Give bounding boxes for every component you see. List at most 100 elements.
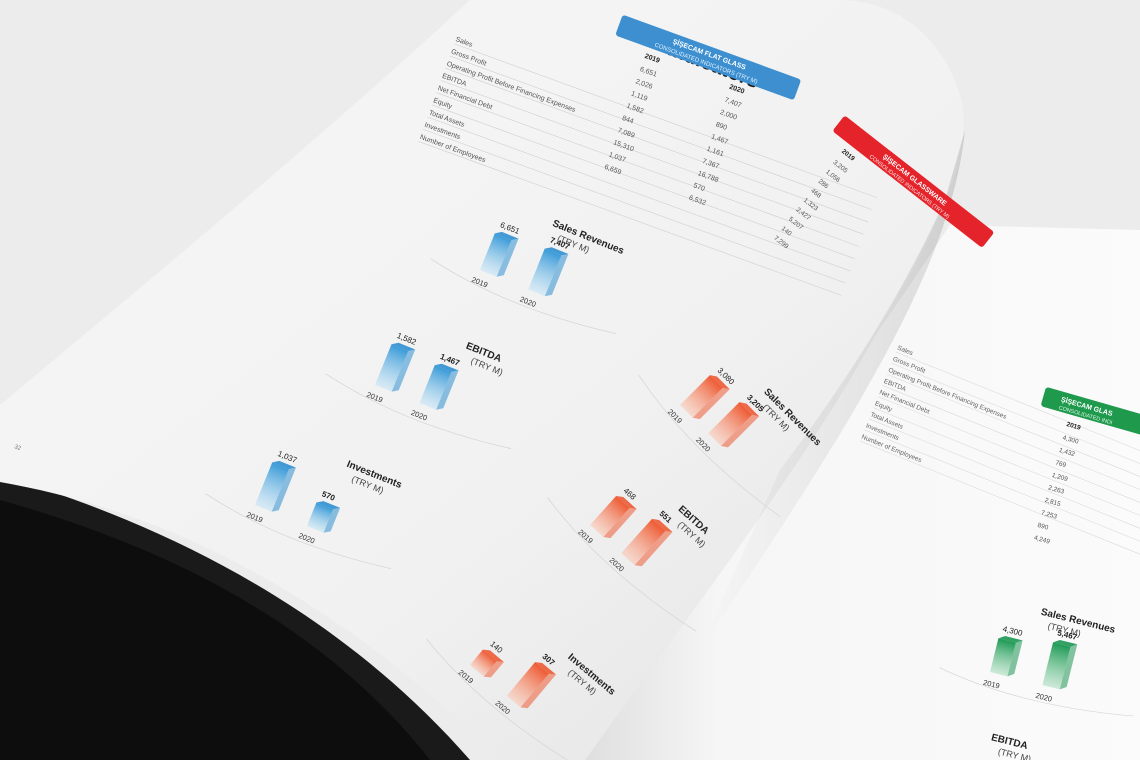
book-cover-shadow [0, 500, 430, 760]
chart-bar-side [520, 673, 557, 709]
chart-bar-front [990, 638, 1016, 677]
table-row-line [436, 92, 860, 247]
chart-bar [990, 635, 1023, 677]
chart-baseline [939, 667, 1134, 717]
chart-bar [680, 375, 730, 420]
table-row-line [418, 141, 842, 296]
chart-bar-front [506, 662, 549, 708]
chart-bar [1042, 639, 1078, 690]
chart-bar [708, 402, 760, 448]
right-table-row-line [891, 362, 1140, 486]
right-table-row-line [873, 407, 1140, 530]
chart-baseline [205, 493, 392, 569]
flat-glass-value-2020: 890 [715, 121, 728, 132]
chart-bar [528, 247, 569, 297]
chart-baseline [430, 258, 617, 334]
right-value-2019: 769 [1055, 459, 1068, 469]
right-table-row-line [864, 429, 1140, 552]
right-value-2019: 1,432 [1058, 447, 1076, 458]
right-value-2019: 7,253 [1040, 509, 1058, 520]
table-row-line [454, 43, 878, 198]
table-row-line [422, 128, 846, 284]
chart-baseline [426, 638, 580, 760]
chart-bar-side [483, 661, 504, 678]
chart-bar [589, 495, 637, 539]
right-page [580, 225, 1140, 760]
chart-baseline [547, 497, 697, 632]
chart-bar-side [692, 387, 730, 420]
right-table-row-line [886, 374, 1140, 497]
chart-bar [254, 460, 296, 512]
glass-badge-green [1041, 387, 1140, 436]
chart-bar-front [306, 502, 334, 533]
left-page [0, 0, 964, 760]
chart-year-label: 2019 [982, 678, 1000, 691]
right-value-2019: 4,300 [1062, 434, 1080, 445]
right-table-row-line [895, 351, 1140, 474]
chart-bar-front [680, 375, 723, 418]
chart-bar-top [391, 342, 416, 351]
chart-bar-side [323, 507, 341, 533]
chart-bar-front [589, 495, 630, 538]
chart-bar-front [469, 649, 497, 677]
right-value-2019: 4,249 [1033, 534, 1051, 545]
chart-bar [479, 231, 519, 277]
chart-bar-top [272, 460, 296, 470]
chart-bar-side [544, 253, 569, 297]
chart-bar-side [634, 530, 673, 567]
chart-bar [506, 662, 557, 709]
spine-shadow [700, 130, 965, 650]
chart-bar-front [419, 365, 452, 410]
chart-bar-top [482, 649, 504, 662]
page-number: 32 [13, 444, 22, 452]
chart-bar-top [494, 231, 519, 241]
chart-bar-side [1007, 640, 1023, 677]
table-row-line [449, 55, 873, 211]
right-value-2019: 890 [1037, 522, 1050, 532]
chart-bar-top [651, 518, 673, 533]
chart-bar [469, 649, 504, 678]
chart-bar-side [603, 508, 637, 539]
chart-bar-side [391, 349, 416, 392]
chart-bar-front [621, 518, 666, 566]
chart-bar-top [739, 402, 760, 417]
chart-bar-front [375, 344, 409, 392]
chart-bar [375, 342, 416, 392]
right-value-2019: 1,209 [1051, 472, 1069, 483]
table-row-line [445, 67, 869, 223]
table-row-line [440, 80, 864, 235]
table-row-line [427, 116, 851, 272]
chart-bar-top [709, 375, 730, 390]
chart-bar-top [316, 501, 341, 510]
glassware-header-badge [833, 116, 994, 247]
right-year-2019: 2019 [1066, 421, 1082, 432]
chart-baseline [325, 373, 512, 449]
chart-bar [621, 518, 673, 567]
chart-baseline [638, 375, 781, 518]
chart-bar-top [616, 495, 637, 510]
table-row-line [431, 104, 855, 259]
chart-bar-top [998, 635, 1023, 643]
flat-glass-header-badge [616, 15, 801, 100]
flat-glass-year-2019: 2019 [644, 53, 661, 65]
chart-bar-top [434, 363, 459, 372]
chart-bar [419, 363, 459, 410]
chart-bar-top [544, 247, 569, 256]
chart-bar-top [1053, 639, 1078, 647]
flat-glass-value-2020: 570 [692, 182, 705, 193]
chart-bar-top [535, 662, 557, 675]
chart-bar [306, 501, 341, 533]
chart-bar-front [479, 233, 512, 277]
right-table-row-line [877, 396, 1140, 519]
right-value-2019: 2,815 [1044, 497, 1062, 508]
flat-glass-year-2020: 2020 [728, 84, 745, 96]
table-row-lines [418, 43, 878, 296]
right-table-row-line [859, 440, 1140, 563]
right-table-row-line [868, 418, 1140, 541]
chart-bar-side [1059, 644, 1078, 690]
chart-bar-side [436, 370, 459, 410]
chart-bar-side [721, 414, 760, 448]
